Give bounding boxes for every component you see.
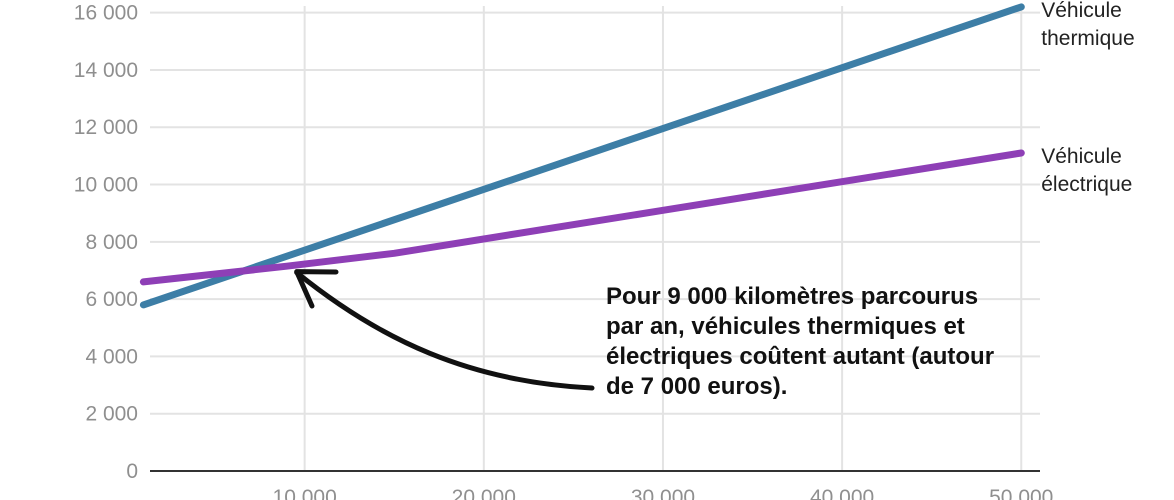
annotation-arrowhead-icon <box>294 269 339 309</box>
y-tick-label: 8 000 <box>85 231 138 254</box>
x-tick-label: 10 000 <box>273 486 337 500</box>
series-label-electrique: Véhicule électrique <box>1041 145 1132 196</box>
y-gridlines <box>150 11 1040 415</box>
y-tick-label: 0 <box>126 460 138 483</box>
y-tick-label: 4 000 <box>85 345 138 368</box>
y-tick-label: 16 000 <box>74 2 138 25</box>
annotation-arrow <box>294 270 595 391</box>
series-lines <box>139 3 1025 309</box>
y-tick-label: 14 000 <box>74 59 138 82</box>
x-tick-label: 40 000 <box>810 486 874 500</box>
y-tick-labels: 0 2 000 4 000 6 000 8 000 10 000 12 000 14 000 1… <box>74 2 138 483</box>
y-tick-label: 6 000 <box>85 288 138 311</box>
x-tick-label: 20 000 <box>452 486 516 500</box>
series-labels: Véhicule thermique Véhicule électrique <box>1041 0 1134 196</box>
series-line-electrique <box>139 149 1025 286</box>
annotation-text: Pour 9 000 kilomètres parcourus par an, v… <box>606 283 994 400</box>
x-tick-labels: 10 000 20 000 30 000 40 000 50 000 <box>273 486 1054 500</box>
y-tick-label: 2 000 <box>85 403 138 426</box>
series-label-thermique: Véhicule thermique <box>1041 0 1134 50</box>
y-tick-label: 10 000 <box>74 174 138 197</box>
y-tick-label: 12 000 <box>74 116 138 139</box>
x-gridlines <box>303 6 1023 471</box>
series-line-thermique <box>139 3 1025 309</box>
x-tick-label: 30 000 <box>631 486 695 500</box>
x-tick-label: 50 000 <box>989 486 1053 500</box>
